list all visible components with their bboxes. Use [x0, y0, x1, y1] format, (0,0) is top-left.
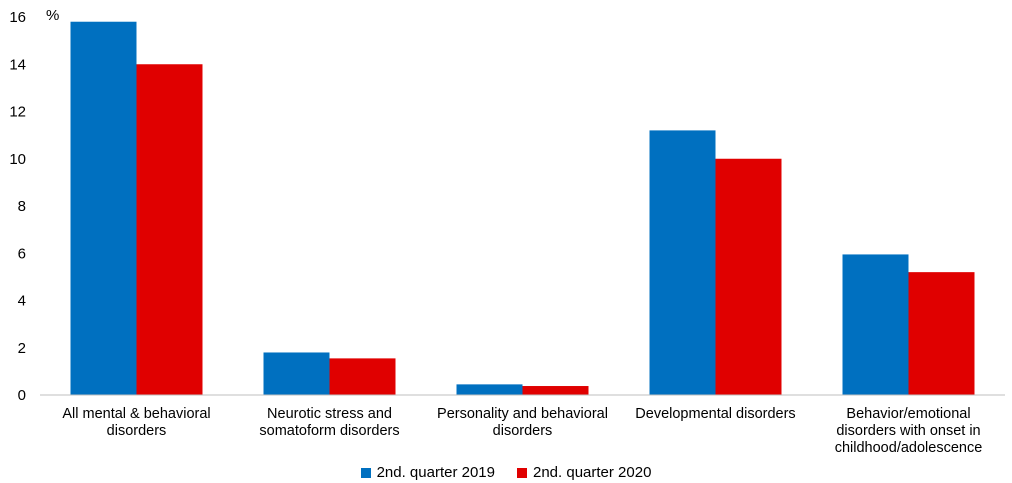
category-label: All mental & behavioral disorders [62, 406, 210, 439]
legend-label-2020: 2nd. quarter 2020 [533, 464, 652, 481]
legend-swatch-2019 [360, 467, 371, 478]
bar-series-0-cat-1 [263, 352, 330, 395]
y-tick-label: 10 [9, 151, 26, 168]
y-tick-label: 0 [18, 387, 26, 404]
bar-series-0-cat-4 [842, 254, 909, 395]
bar-series-0-cat-2 [456, 384, 523, 395]
y-tick-label: 12 [9, 104, 26, 121]
bar-series-1-cat-3 [715, 158, 782, 395]
category-label: Developmental disorders [635, 406, 795, 422]
bars [70, 21, 975, 395]
category-label: Neurotic stress and somatoform disorders [259, 406, 399, 439]
y-tick-label: 6 [18, 245, 26, 262]
bar-series-1-cat-2 [522, 386, 589, 395]
y-axis-ticks: 0 2 4 6 8 10 12 14 16 [9, 9, 26, 404]
y-tick-label: 2 [18, 340, 26, 357]
legend: 2nd. quarter 2019 2nd. quarter 2020 [0, 464, 1012, 481]
legend-item-2019: 2nd. quarter 2019 [360, 464, 495, 481]
bar-series-1-cat-0 [136, 64, 203, 395]
legend-swatch-2020 [517, 467, 527, 478]
category-label: Personality and behavioral disorders [437, 406, 608, 439]
category-label: Behavior/emotional disorders with onset i… [835, 406, 983, 456]
category-labels: All mental & behavioral disorders Neurotic… [62, 406, 982, 456]
y-axis-unit-label: % [46, 7, 59, 24]
bar-series-1-cat-1 [329, 358, 396, 395]
bar-series-0-cat-0 [70, 21, 137, 395]
y-tick-label: 4 [18, 293, 26, 310]
legend-item-2020: 2nd. quarter 2020 [517, 464, 651, 481]
bar-chart: % 0 2 4 6 8 10 12 14 16 All mental & behavioral d… [9, 7, 1005, 456]
y-tick-label: 14 [9, 56, 26, 73]
bar-series-0-cat-3 [649, 130, 716, 395]
legend-label-2019: 2nd. quarter 2019 [376, 464, 495, 481]
bar-series-1-cat-4 [908, 272, 975, 395]
y-tick-label: 16 [9, 9, 26, 26]
y-tick-label: 8 [18, 198, 26, 215]
